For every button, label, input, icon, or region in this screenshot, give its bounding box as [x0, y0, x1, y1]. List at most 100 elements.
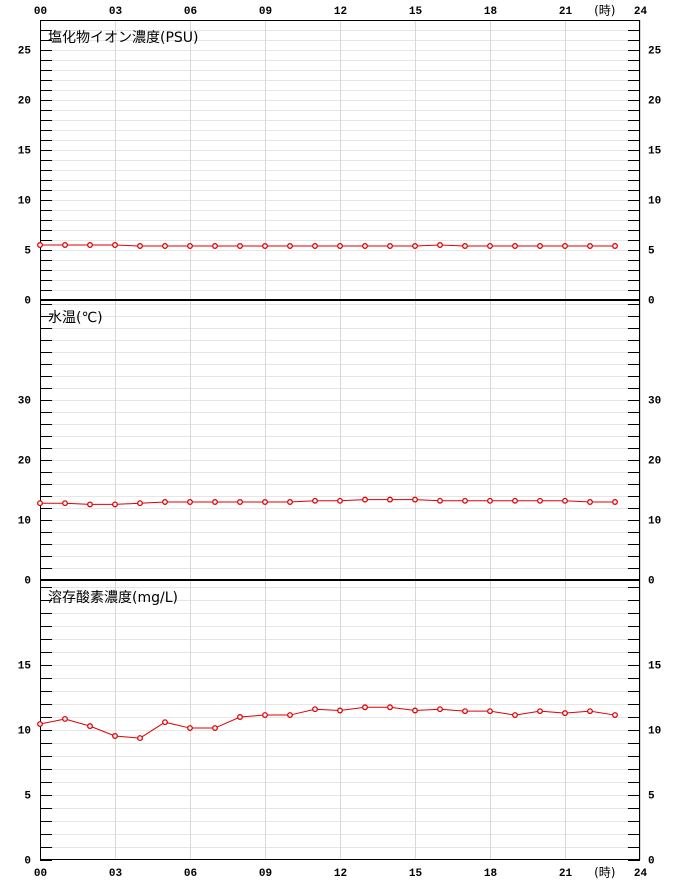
data-point: [137, 500, 143, 507]
data-point: [162, 499, 168, 505]
plot-frame: [40, 300, 640, 580]
data-point: [87, 723, 93, 730]
y-tick-label: 10: [18, 725, 31, 737]
y-tick-label: 15: [18, 660, 32, 672]
data-point: [562, 710, 568, 717]
x-tick-label: 03: [109, 868, 123, 880]
data-point: [262, 499, 268, 505]
x-tick-label: 15: [409, 6, 423, 18]
data-point: [337, 707, 343, 714]
data-point: [362, 496, 368, 503]
data-point: [212, 243, 218, 249]
data-point: [262, 712, 268, 719]
data-point: [462, 243, 468, 249]
data-point: [562, 497, 568, 504]
x-tick-label: 15: [409, 868, 423, 880]
y-tick-label: 10: [648, 515, 661, 527]
x-tick-label: 09: [259, 868, 272, 880]
data-line: [39, 706, 616, 739]
data-point: [512, 712, 518, 719]
data-point: [362, 243, 368, 249]
chart-title: 水温(℃): [48, 310, 103, 326]
chart-title: 塩化物イオン濃度(PSU): [48, 30, 199, 46]
x-tick-label: 24: [634, 868, 648, 880]
y-tick-label: 0: [24, 855, 31, 867]
data-point: [237, 499, 243, 505]
data-line: [40, 244, 615, 247]
data-line: [40, 499, 615, 505]
data-point: [612, 243, 618, 249]
x-tick-label: 09: [259, 6, 272, 18]
y-tick-label: 20: [18, 95, 31, 107]
y-tick-label: 5: [648, 790, 655, 802]
data-point: [412, 496, 418, 503]
x-tick-label: 21: [559, 6, 573, 18]
y-tick-label: 0: [24, 295, 31, 307]
data-point: [212, 725, 218, 732]
data-point: [112, 501, 118, 508]
y-tick-label: 20: [648, 455, 661, 467]
y-tick-label: 0: [648, 575, 655, 587]
data-point: [562, 243, 568, 249]
y-tick-label: 10: [648, 725, 661, 737]
x-tick-label: 06: [184, 6, 197, 18]
data-point: [412, 707, 418, 714]
y-tick-label: 5: [24, 245, 31, 257]
x-tick-label: 18: [484, 868, 498, 880]
y-tick-label: 0: [648, 295, 655, 307]
data-point: [487, 243, 493, 249]
data-point: [612, 712, 618, 719]
y-tick-label: 15: [648, 145, 662, 157]
data-point: [37, 721, 43, 727]
data-point: [537, 708, 543, 715]
data-point: [512, 497, 518, 504]
y-tick-label: 15: [648, 660, 662, 672]
y-tick-label: 10: [648, 195, 661, 207]
x-tick-label: 18: [484, 6, 498, 18]
data-point: [287, 499, 293, 505]
data-point: [287, 712, 293, 719]
data-point: [462, 708, 468, 715]
data-point: [537, 243, 543, 249]
data-point: [87, 242, 93, 248]
x-tick-label: 12: [334, 868, 347, 880]
data-point: [187, 725, 193, 732]
x-tick-label: 00: [34, 6, 47, 18]
y-tick-label: 0: [648, 855, 655, 867]
y-tick-label: 25: [18, 45, 32, 57]
data-point: [87, 501, 93, 508]
data-point: [187, 499, 193, 505]
y-tick-label: 0: [24, 575, 31, 587]
data-point: [387, 704, 393, 711]
data-point: [312, 706, 318, 713]
data-point: [37, 500, 43, 507]
data-point: [137, 735, 143, 742]
data-point: [537, 497, 543, 504]
data-point: [337, 243, 343, 249]
plot-frame: [40, 20, 640, 300]
data-point: [462, 497, 468, 504]
x-axis-unit: (時): [594, 4, 615, 18]
y-tick-label: 10: [18, 195, 31, 207]
data-point: [162, 719, 168, 726]
data-point: [337, 497, 343, 504]
data-point: [387, 496, 393, 503]
data-point: [137, 243, 143, 249]
data-point: [437, 706, 443, 713]
y-tick-label: 10: [18, 515, 31, 527]
data-point: [487, 708, 493, 715]
data-point: [437, 242, 443, 248]
data-point: [287, 243, 293, 249]
y-tick-label: 30: [648, 395, 661, 407]
y-tick-label: 25: [648, 45, 662, 57]
x-axis-unit: (時): [594, 866, 615, 880]
data-point: [587, 499, 593, 505]
x-tick-label: 06: [184, 868, 197, 880]
data-point: [237, 243, 243, 249]
data-point: [587, 243, 593, 249]
y-tick-label: 20: [18, 455, 31, 467]
data-point: [37, 242, 43, 248]
y-tick-label: 15: [18, 145, 32, 157]
y-tick-label: 20: [648, 95, 661, 107]
